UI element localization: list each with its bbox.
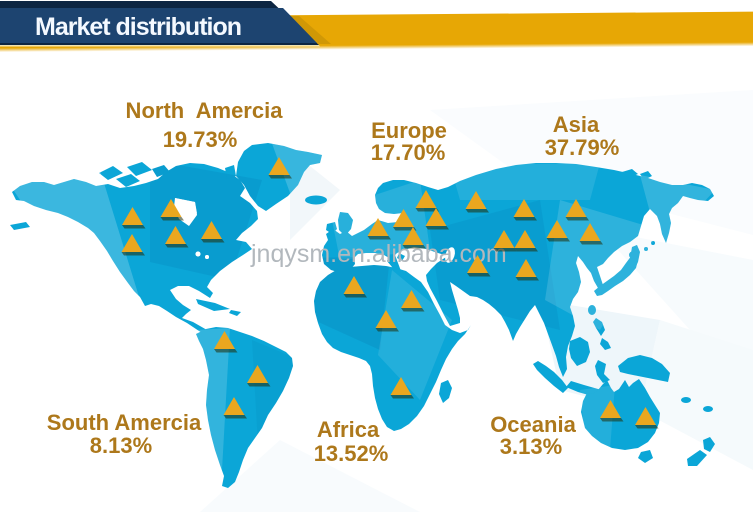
svg-text:jnqysm.en.alibaba.com: jnqysm.en.alibaba.com — [250, 240, 507, 268]
svg-text:Market distribution: Market distribution — [35, 13, 241, 41]
